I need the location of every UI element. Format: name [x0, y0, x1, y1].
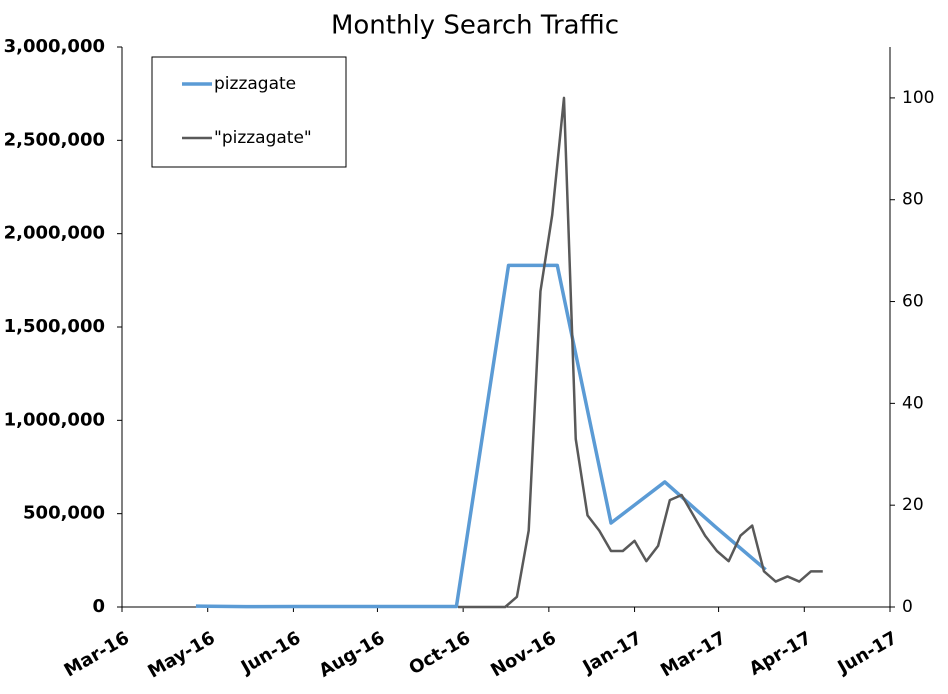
legend-label: "pizzagate": [214, 128, 312, 148]
y2-tick-label: 0: [902, 597, 913, 617]
x-tick-label: Jun-17: [833, 627, 901, 679]
y-tick-label: 2,500,000: [4, 129, 105, 150]
y2-tick-label: 80: [902, 190, 924, 210]
legend-box: [151, 56, 347, 168]
y-tick-label: 1,500,000: [4, 316, 105, 337]
x-tick-label: Mar-17: [657, 627, 729, 681]
x-tick-label: May-16: [144, 627, 218, 682]
y-tick-label: 500,000: [23, 503, 105, 524]
x-tick-label: Jun-16: [236, 627, 304, 679]
y2-tick-label: 20: [902, 495, 924, 515]
y-tick-label: 2,000,000: [4, 223, 105, 244]
x-tick-label: Aug-16: [315, 627, 388, 681]
x-tick-label: Apr-17: [746, 627, 816, 679]
series-line: [195, 263, 767, 609]
chart-title: Monthly Search Traffic: [331, 11, 619, 41]
y2-tick-label: 40: [902, 393, 924, 413]
y2-tick-label: 100: [902, 88, 934, 108]
x-tick-label: Jan-17: [578, 627, 646, 678]
y-tick-label: 3,000,000: [4, 36, 105, 57]
y2-tick-label: 60: [902, 292, 924, 312]
y-tick-label: 1,000,000: [4, 409, 105, 430]
legend-label: pizzagate: [214, 74, 296, 94]
x-tick-label: Oct-16: [406, 627, 475, 679]
x-tick-label: Nov-16: [487, 627, 560, 681]
series-line: [458, 96, 823, 609]
y-tick-label: 0: [92, 596, 105, 617]
x-tick-label: Mar-16: [61, 627, 133, 681]
